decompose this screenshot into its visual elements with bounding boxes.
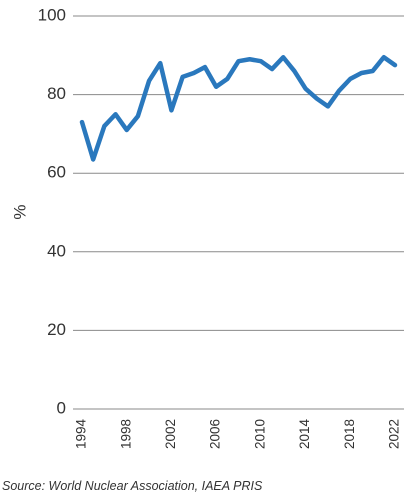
y-tick-label: 20 bbox=[47, 320, 66, 339]
x-tick-label: 2010 bbox=[252, 419, 267, 449]
x-axis-ticks: 1994 1998 2002 2006 2010 2014 2018 2022 bbox=[74, 419, 402, 450]
x-tick-label: 2002 bbox=[163, 419, 178, 449]
y-axis-ticks: 0 20 40 60 80 100 bbox=[38, 5, 66, 417]
y-axis-label: % bbox=[10, 204, 29, 219]
gridlines bbox=[73, 15, 404, 410]
source-note: Source: World Nuclear Association, IAEA … bbox=[2, 479, 263, 493]
x-tick-label: 2022 bbox=[387, 419, 402, 449]
x-tick-label: 2006 bbox=[208, 419, 223, 449]
y-tick-label: 40 bbox=[47, 241, 66, 260]
y-tick-label: 80 bbox=[47, 84, 66, 103]
x-tick-label: 2014 bbox=[297, 419, 312, 450]
y-tick-label: 0 bbox=[57, 398, 66, 417]
x-tick-label: 2018 bbox=[342, 419, 357, 449]
x-tick-label: 1994 bbox=[74, 419, 89, 450]
y-tick-label: 60 bbox=[47, 163, 66, 182]
y-tick-label: 100 bbox=[38, 5, 66, 24]
x-tick-label: 1998 bbox=[118, 419, 133, 449]
series-line bbox=[79, 55, 398, 162]
